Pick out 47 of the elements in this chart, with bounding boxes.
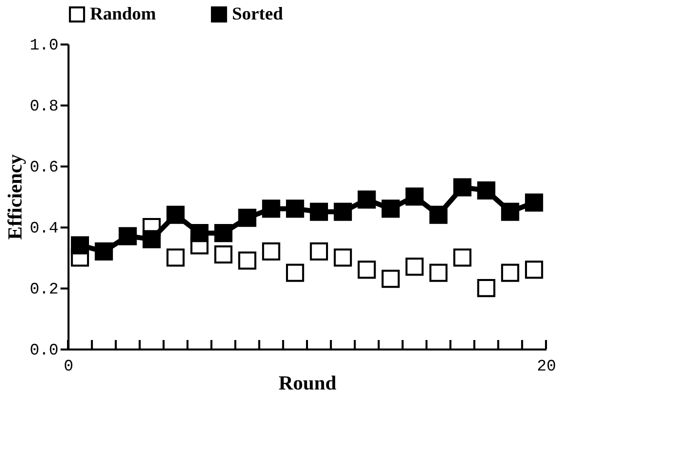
point xyxy=(429,264,448,282)
point xyxy=(70,236,90,254)
point xyxy=(405,187,424,206)
legend-label: Random xyxy=(90,3,156,24)
point xyxy=(286,200,304,218)
point xyxy=(405,258,424,276)
point xyxy=(524,194,544,212)
point xyxy=(358,190,376,209)
point xyxy=(334,248,352,267)
point xyxy=(310,202,328,221)
y-tick-label: 1.0 xyxy=(30,36,58,54)
y-tick-label: 0.4 xyxy=(30,220,58,238)
x-tick-label: 20 xyxy=(536,358,556,376)
point xyxy=(477,181,496,200)
point xyxy=(262,200,280,218)
point xyxy=(382,200,400,218)
y-tick-label: 0.8 xyxy=(30,98,58,116)
y-axis-title: Efficiency xyxy=(4,154,27,240)
point xyxy=(214,224,232,242)
point xyxy=(310,242,328,260)
point xyxy=(453,248,472,267)
y-tick-label: 0.6 xyxy=(30,158,58,176)
point xyxy=(190,224,209,242)
point xyxy=(477,278,496,298)
point xyxy=(118,227,137,246)
point xyxy=(166,248,185,267)
point xyxy=(429,206,448,224)
point xyxy=(166,206,185,224)
y-tick-label: 0.2 xyxy=(30,280,58,298)
point xyxy=(358,260,376,279)
point xyxy=(238,251,256,270)
point xyxy=(453,178,472,196)
x-tick-label: 0 xyxy=(64,358,74,376)
point xyxy=(524,260,544,279)
point xyxy=(262,242,280,260)
point xyxy=(501,202,520,221)
x-axis-title: Round xyxy=(278,372,336,394)
point xyxy=(238,208,256,227)
point xyxy=(334,202,352,221)
point xyxy=(94,242,113,260)
point xyxy=(142,230,161,248)
point xyxy=(501,264,520,282)
legend-label: Sorted xyxy=(232,3,283,24)
y-tick-label: 0.0 xyxy=(30,342,58,360)
point xyxy=(214,245,232,264)
point xyxy=(286,264,304,282)
point xyxy=(382,270,400,288)
